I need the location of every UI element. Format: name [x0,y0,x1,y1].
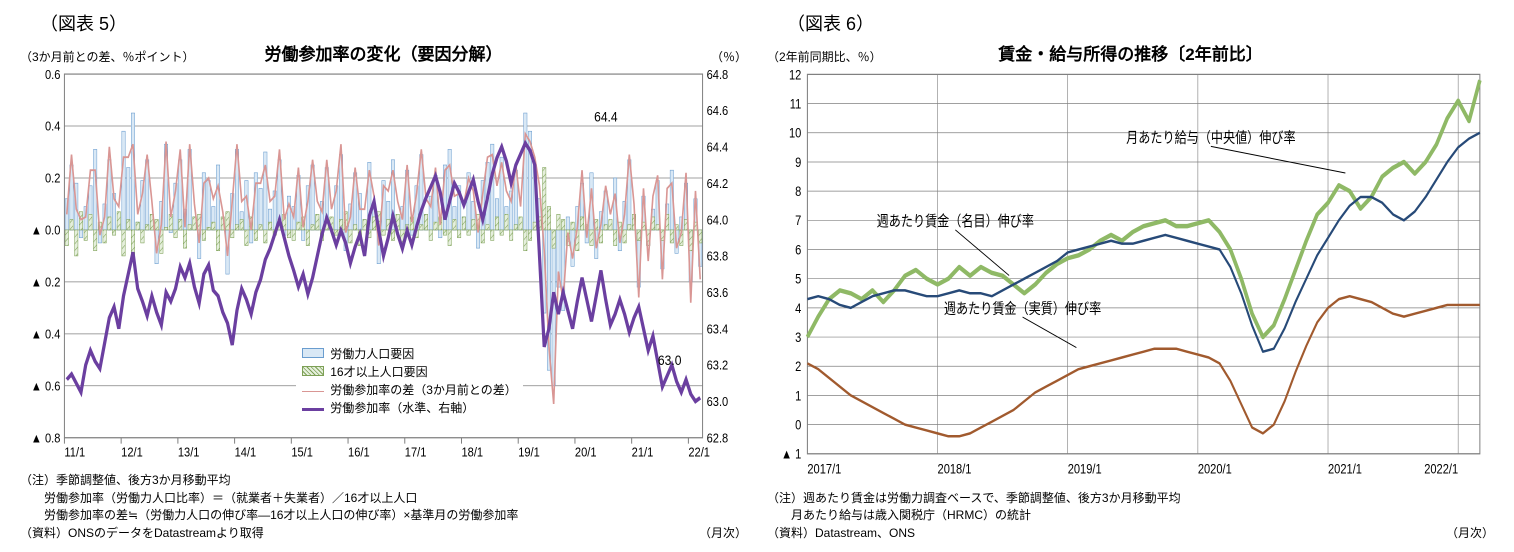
svg-text:13/1: 13/1 [178,445,200,460]
svg-text:2022/1: 2022/1 [1424,461,1458,476]
svg-text:12/1: 12/1 [121,445,143,460]
right-panel: （図表 6） （2年前同期比、％） 賃金・給与所得の推移〔2年前比〕 ▲ 1 0 1… [767,10,1494,542]
legend-item: 労働参加率の差（3か月前との差） [302,381,517,398]
chart-right-svg: ▲ 101234567891011122017/12018/12019/1202… [767,67,1494,486]
legend-swatch [302,366,324,376]
legend-swatch [302,408,324,411]
svg-text:63.0: 63.0 [707,394,729,409]
svg-text:3: 3 [795,330,801,345]
svg-text:▲ 0.8: ▲ 0.8 [31,431,61,446]
legend-left: 労働力人口要因16才以上人口要因労働参加率の差（3か月前との差）労働参加率（水準… [296,340,523,421]
svg-text:2019/1: 2019/1 [1068,461,1102,476]
svg-text:64.4: 64.4 [707,140,729,155]
note-left-2: 労働参加率の差≒（労働力人口の伸び率―16才以上人口の伸び率）×基準月の労働参加… [20,507,747,524]
svg-text:2017/1: 2017/1 [807,461,841,476]
svg-text:63.4: 63.4 [707,322,729,337]
legend-item: 16才以上人口要因 [302,363,517,380]
xaxis-note-right: （月次） [1446,525,1494,542]
svg-text:6: 6 [795,242,801,257]
chart-left-wrap: ▲ 0.8 ▲ 0.6 ▲ 0.4 ▲ 0.2 ▲ 0.0 0.2 0.4 0.6 62.8 63… [20,67,747,468]
svg-text:週あたり賃金（実質）伸び率: 週あたり賃金（実質）伸び率 [944,299,1101,316]
svg-text:▲ 0.2: ▲ 0.2 [31,275,61,290]
note-right-0: （注）週あたり賃金は労働力調査ベースで、季節調整値、後方3か月移動平均 [767,490,1494,507]
unit-left-label-r: （2年前同期比、％） [767,48,882,65]
chart-title-left: 労働参加率の変化（要因分解） [265,40,503,65]
fig-label-left: （図表 5） [40,10,747,36]
note-left-0: （注）季節調整値、後方3か月移動平均 [20,472,231,489]
svg-text:9: 9 [795,155,801,170]
svg-text:64.2: 64.2 [707,176,729,191]
svg-text:月あたり給与（中央値）伸び率: 月あたり給与（中央値）伸び率 [1126,128,1295,145]
svg-text:22/1: 22/1 [688,445,710,460]
svg-text:0.4: 0.4 [45,119,61,134]
svg-text:64.8: 64.8 [707,67,729,82]
svg-text:20/1: 20/1 [575,445,597,460]
note-left-1: 労働参加率（労働力人口比率）＝（就業者＋失業者）／16才以上人口 [20,490,747,507]
svg-text:11/1: 11/1 [64,445,85,460]
svg-text:18/1: 18/1 [461,445,483,460]
chart-header-right: （2年前同期比、％） 賃金・給与所得の推移〔2年前比〕 [767,40,1494,67]
note-right-2: （資料）Datastream、ONS [767,525,915,542]
svg-text:▲ 0.6: ▲ 0.6 [31,379,61,394]
legend-swatch [302,391,324,392]
svg-text:63.8: 63.8 [707,249,729,264]
svg-text:2018/1: 2018/1 [938,461,972,476]
svg-text:4: 4 [795,301,801,316]
legend-item: 労働参加率（水準、右軸） [302,399,517,416]
svg-text:▲ 1: ▲ 1 [781,447,801,462]
svg-text:19/1: 19/1 [518,445,540,460]
svg-text:64.4: 64.4 [594,108,618,124]
svg-text:64.6: 64.6 [707,103,729,118]
fig-label-right: （図表 6） [787,10,1494,36]
svg-text:12: 12 [789,67,801,82]
notes-right: （注）週あたり賃金は労働力調査ベースで、季節調整値、後方3か月移動平均 月あたり… [767,490,1494,542]
svg-text:21/1: 21/1 [632,445,654,460]
unit-left-label: （3か月前との差、％ポイント） [20,48,195,65]
legend-item: 労働力人口要因 [302,345,517,362]
svg-text:0: 0 [795,418,801,433]
notes-left: （注）季節調整値、後方3か月移動平均 労働参加率（労働力人口比率）＝（就業者＋失… [20,472,747,542]
svg-text:14/1: 14/1 [235,445,257,460]
left-panel: （図表 5） （3か月前との差、％ポイント） 労働参加率の変化（要因分解） （％… [20,10,747,542]
legend-label: 16才以上人口要因 [330,363,427,380]
svg-text:2021/1: 2021/1 [1328,461,1362,476]
note-right-1: 月あたり給与は歳入関税庁（HRMC）の統計 [767,507,1494,524]
note-left-3: （資料）ONSのデータをDatastreamより取得 [20,525,264,542]
svg-text:10: 10 [789,126,801,141]
svg-text:▲ 0.0: ▲ 0.0 [31,223,61,238]
svg-text:1: 1 [795,388,801,403]
chart-header-left: （3か月前との差、％ポイント） 労働参加率の変化（要因分解） （％） [20,40,747,67]
svg-text:8: 8 [795,184,801,199]
svg-text:16/1: 16/1 [348,445,370,460]
svg-text:15/1: 15/1 [291,445,313,460]
svg-text:5: 5 [795,272,801,287]
legend-label: 労働参加率の差（3か月前との差） [330,381,517,398]
svg-text:▲ 0.4: ▲ 0.4 [31,327,61,342]
xaxis-note-left: （月次） [699,525,747,542]
svg-text:0.6: 0.6 [45,67,61,82]
svg-text:63.0: 63.0 [658,352,682,368]
svg-text:17/1: 17/1 [405,445,427,460]
svg-text:63.2: 63.2 [707,358,729,373]
legend-label: 労働参加率（水準、右軸） [330,399,474,416]
svg-text:週あたり賃金（名目）伸び率: 週あたり賃金（名目）伸び率 [877,212,1034,229]
legend-label: 労働力人口要因 [330,345,414,362]
unit-right-label: （％） [711,48,747,65]
svg-text:0.2: 0.2 [45,171,61,186]
svg-text:2020/1: 2020/1 [1198,461,1232,476]
chart-right-wrap: ▲ 101234567891011122017/12018/12019/1202… [767,67,1494,486]
svg-text:64.0: 64.0 [707,212,729,227]
chart-title-right: 賃金・給与所得の推移〔2年前比〕 [998,40,1262,65]
svg-text:2: 2 [795,359,801,374]
svg-text:63.6: 63.6 [707,285,729,300]
svg-text:11: 11 [790,96,802,111]
svg-text:7: 7 [795,213,801,228]
legend-swatch [302,348,324,358]
svg-text:62.8: 62.8 [707,431,729,446]
